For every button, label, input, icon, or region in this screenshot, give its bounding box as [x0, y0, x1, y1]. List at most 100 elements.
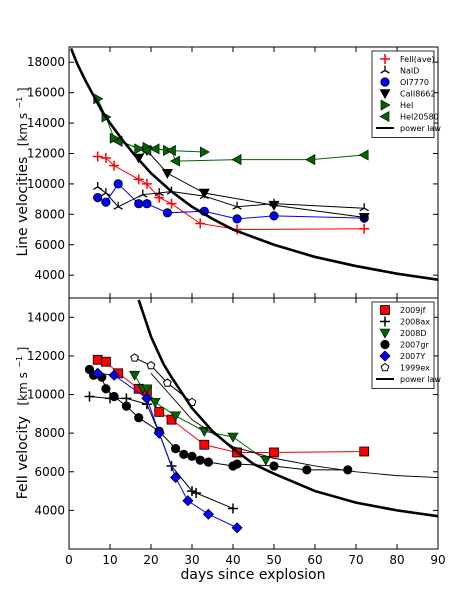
top-series-feii-ave: [92, 151, 370, 235]
bottom-legend-entry-2007y-label: 2007Y: [400, 352, 425, 361]
top-legend-entry-naid: NaID: [380, 65, 419, 76]
top-series-oi7770-point-1: [101, 197, 111, 207]
top-series-feii-ave-line: [97, 156, 365, 231]
bottom-series-2007gr-point-9: [179, 449, 189, 459]
bottom-legend-entry-1999ex-label: 1999ex: [400, 364, 430, 373]
bottom-legend-entry-1999ex-swatch: [380, 362, 390, 372]
top-ytick-label-6000: 6000: [34, 238, 65, 252]
bottom-series-2008d: [129, 370, 272, 466]
bottom-series-1999ex-point-2: [163, 378, 172, 387]
bottom-xtick-label-50: 50: [266, 553, 281, 567]
bottom-series-1999ex: [130, 353, 197, 406]
top-legend-entry-power-law: power law: [376, 124, 441, 133]
top-series-feii-ave-point-1: [100, 153, 111, 164]
top-series-naid-point-9: [359, 203, 369, 212]
bottom-series-2008ax-point-6: [187, 486, 197, 497]
top-series-naid-point-0: [93, 181, 103, 191]
bottom-legend: 2009jf 2008ax 2008D 2007gr 2007Y 1999ex power …: [371, 301, 441, 389]
top-series-oi7770-point-3: [134, 199, 144, 209]
top-legend-entry-hei20580-label: HeI20580: [400, 113, 439, 122]
bottom-ytick-label-12000: 12000: [27, 349, 65, 363]
bottom-series-power-law-line: [137, 299, 438, 518]
bottom-legend-entry-2007gr-swatch: [380, 339, 390, 350]
bottom-series-2007gr-point-16: [302, 465, 312, 475]
bottom-series-2007gr-point-5: [121, 401, 132, 411]
top-ytick-label-4000: 4000: [34, 268, 65, 282]
bottom-legend-entry-2009jf-label: 2009jf: [400, 306, 426, 315]
bottom-series-2007y-point-4: [170, 471, 182, 484]
top-series-feii-ave-point-0: [92, 151, 103, 162]
bottom-legend-entry-2007gr: 2007gr: [380, 339, 429, 350]
bottom-series-2009jf-point-10: [359, 446, 370, 457]
bottom-series-2008d-point-4: [170, 411, 182, 422]
top-ylabel-unit-exponent: −1: [15, 97, 24, 109]
top-series-caii8662-point-3: [198, 188, 210, 199]
bottom-legend-entry-2007y: 2007Y: [379, 350, 425, 362]
bottom-ytick-label-10000: 10000: [27, 388, 65, 402]
top-series-hei20580-point-2: [149, 143, 160, 155]
bottom-series-2007y-point-0: [92, 367, 104, 379]
top-series-power-law-line: [69, 48, 438, 282]
bottom-series-2007gr-point-4: [109, 391, 119, 402]
top-legend-entry-caii8662-swatch: [379, 89, 391, 100]
top-series-oi7770: [93, 179, 369, 224]
bottom-series-2007y-point-3: [153, 427, 165, 439]
bottom-xtick-label-60: 60: [307, 553, 322, 567]
top-series-power-law: [69, 48, 438, 282]
bottom-ytick-label-4000: 4000: [34, 503, 65, 517]
bottom-legend-entry-power-law: power law: [376, 375, 441, 384]
bottom-series-power-law-reference-line: [150, 373, 438, 479]
bottom-xtick-label-40: 40: [225, 553, 240, 567]
top-ticks-layer: 4000 6000 8000 10000 12000 14000 16000 18000: [27, 47, 439, 298]
top-series-naid-point-1: [101, 188, 111, 197]
top-series-hei-point-3: [134, 143, 145, 155]
bottom-series-2009jf-point-7: [199, 439, 210, 450]
bottom-ylabel-unit: [km s: [16, 372, 30, 405]
top-series-feii-ave-point-5: [154, 192, 165, 203]
top-series-naid-point-3: [138, 189, 148, 198]
bottom-ytick-label-14000: 14000: [27, 310, 65, 324]
top-legend-entry-hei-swatch: [380, 99, 391, 111]
panel-bottom: 4000 6000 8000 10000 12000 14000 0 10 20 30 40 50 60…: [15, 297, 446, 583]
bottom-legend-entry-2008d-swatch: [379, 328, 391, 339]
top-ytick-label-8000: 8000: [34, 207, 65, 221]
bottom-ticks-layer: 4000 6000 8000 10000 12000 14000 0 10 20 30 40 50 60…: [27, 298, 446, 567]
bottom-series-2007gr-point-6: [134, 413, 144, 423]
bottom-legend-entry-2008d: 2008D: [379, 328, 427, 339]
top-legend-entry-naid-label: NaID: [400, 67, 419, 76]
bottom-legend-entry-2008ax-swatch: [380, 316, 390, 327]
top-legend: FeII(ave) NaID OI7770 CaII8662 HeI HeI20580 po…: [371, 50, 441, 138]
bottom-series-2007gr-point-14: [232, 459, 242, 469]
top-legend-entry-oi7770-swatch: [380, 77, 390, 87]
top-legend-entry-hei-label: HeI: [400, 101, 413, 110]
top-series-oi7770-point-2: [113, 179, 123, 189]
top-series-caii8662-point-4: [268, 200, 280, 211]
bottom-series-2007y-point-1: [108, 369, 120, 381]
top-series-hei20580-point-5: [231, 154, 242, 166]
top-y-axis-label: Line velocities [km s −1 ]: [10, 87, 31, 256]
top-series-oi7770-line: [97, 183, 365, 220]
bottom-ylabel-unit-bracket: ]: [16, 347, 30, 352]
top-series-feii-ave-point-4: [141, 178, 152, 189]
bottom-series-2008d-point-3: [149, 397, 161, 408]
top-ytick-label-14000: 14000: [27, 116, 65, 130]
bottom-series-2007y-point-7: [231, 522, 243, 534]
top-legend-entry-oi7770-label: OI7770: [400, 78, 429, 87]
bottom-legend-entry-2007y-swatch: [379, 350, 391, 362]
top-legend-entry-feii-ave-swatch: [380, 54, 390, 64]
top-series-hei20580-point-4: [169, 155, 180, 167]
top-ytick-label-16000: 16000: [27, 86, 65, 100]
bottom-series-2007y-line: [97, 372, 238, 529]
bottom-series-1999ex-line: [134, 357, 193, 403]
bottom-series-2007y-point-2: [141, 392, 153, 404]
top-legend-entry-feii-ave-label: FeII(ave): [400, 55, 435, 64]
bottom-legend-entry-2008ax-label: 2008ax: [400, 318, 430, 327]
bottom-series-2008d-point-2: [141, 384, 153, 395]
top-legend-entry-hei20580: HeI20580: [379, 110, 439, 123]
top-series-feii-ave-point-7: [195, 218, 206, 229]
bottom-ytick-label-8000: 8000: [34, 426, 65, 440]
bottom-ylabel-unit-exponent: −1: [15, 356, 24, 368]
bottom-series-2007gr: [84, 364, 353, 475]
bottom-ylabel-main: FeII velocity: [15, 416, 31, 499]
